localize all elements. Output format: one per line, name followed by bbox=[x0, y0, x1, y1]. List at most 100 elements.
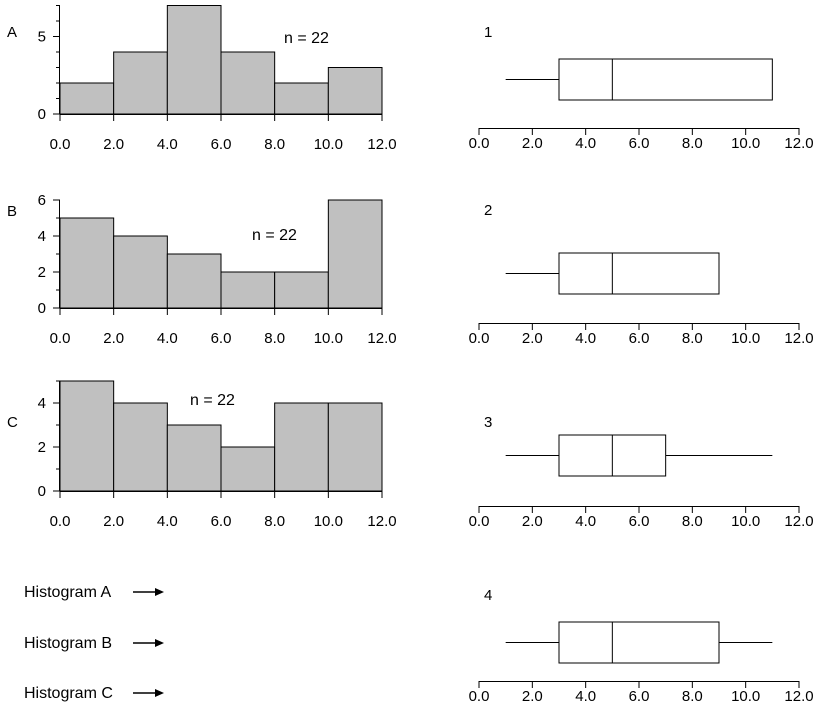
x-tick-label: 4.0 bbox=[157, 513, 178, 530]
x-tick-label: 8.0 bbox=[264, 136, 285, 153]
y-tick-label: 6 bbox=[38, 192, 46, 209]
histogram-bar bbox=[166, 424, 222, 492]
x-tick-label: 10.0 bbox=[731, 330, 760, 347]
match-row: Histogram B bbox=[24, 635, 164, 652]
x-tick-label: 0.0 bbox=[469, 513, 490, 530]
x-tick-label: 10.0 bbox=[314, 513, 343, 530]
x-tick-label: 8.0 bbox=[682, 513, 703, 530]
histogram-bar bbox=[59, 217, 115, 309]
histogram-bar bbox=[274, 271, 329, 309]
x-tick-label: 0.0 bbox=[50, 136, 71, 153]
match-row: Histogram C bbox=[24, 685, 164, 702]
x-tick-label: 8.0 bbox=[682, 135, 703, 152]
panel-label: 1 bbox=[484, 24, 492, 41]
x-tick-label: 8.0 bbox=[264, 513, 285, 530]
y-tick-label: 0 bbox=[38, 106, 46, 123]
x-tick-label: 6.0 bbox=[629, 330, 650, 347]
x-tick-label: 12.0 bbox=[784, 513, 813, 530]
match-row: Histogram A bbox=[24, 584, 164, 601]
x-tick-label: 6.0 bbox=[629, 513, 650, 530]
box bbox=[558, 58, 773, 101]
x-tick-label: 4.0 bbox=[575, 330, 596, 347]
x-tick-label: 6.0 bbox=[629, 688, 650, 705]
x-tick-label: 6.0 bbox=[211, 330, 232, 347]
match-label: Histogram B bbox=[24, 635, 112, 652]
y-tick-label: 4 bbox=[38, 228, 46, 245]
histogram-bar bbox=[113, 235, 168, 309]
histogram-bar bbox=[274, 402, 329, 492]
boxplot-3: 0.0 2.0 4.0 6.0 8.0 10.0 12.0 3 bbox=[469, 414, 814, 530]
y-tick-label: 2 bbox=[38, 439, 46, 456]
x-tick-label: 8.0 bbox=[682, 330, 703, 347]
x-tick-label: 6.0 bbox=[211, 136, 232, 153]
x-tick-label: 8.0 bbox=[264, 330, 285, 347]
panel-label: C bbox=[7, 414, 18, 431]
panel-label: 2 bbox=[484, 202, 492, 219]
panel-label: B bbox=[7, 203, 17, 220]
x-tick-label: 10.0 bbox=[314, 136, 343, 153]
histogram-bar bbox=[59, 82, 115, 115]
x-tick-label: 6.0 bbox=[629, 135, 650, 152]
histogram-b: 0.0 2.0 4.0 6.0 8.0 10.0 12.0 0 2 4 6 Bn = 22 bbox=[7, 192, 397, 347]
histogram-a: 0.0 2.0 4.0 6.0 8.0 10.0 12.0 0 5 A n = 22 bbox=[7, 5, 397, 153]
panel-label: 3 bbox=[484, 414, 492, 431]
y-tick-label: 0 bbox=[38, 483, 46, 500]
sample-size-label: n = 22 bbox=[252, 227, 297, 244]
histogram-bar bbox=[327, 402, 383, 492]
x-tick-label: 8.0 bbox=[682, 688, 703, 705]
x-tick-label: 0.0 bbox=[50, 330, 71, 347]
sample-size-label: n = 22 bbox=[190, 392, 235, 409]
histogram-bar bbox=[327, 199, 383, 309]
x-tick-label: 2.0 bbox=[522, 513, 543, 530]
boxplot-2: 0.0 2.0 4.0 6.0 8.0 10.0 12.0 2 bbox=[469, 202, 814, 347]
x-tick-label: 4.0 bbox=[157, 136, 178, 153]
match-label: Histogram A bbox=[24, 584, 111, 601]
histogram-bar bbox=[220, 271, 276, 309]
y-tick-label: 5 bbox=[38, 29, 46, 46]
x-tick-label: 6.0 bbox=[211, 513, 232, 530]
x-tick-label: 2.0 bbox=[103, 330, 124, 347]
x-tick-label: 12.0 bbox=[367, 330, 396, 347]
x-tick-label: 0.0 bbox=[469, 135, 490, 152]
box bbox=[558, 252, 720, 295]
x-tick-label: 10.0 bbox=[731, 688, 760, 705]
x-tick-label: 2.0 bbox=[103, 513, 124, 530]
x-tick-label: 2.0 bbox=[103, 136, 124, 153]
histogram-bar bbox=[166, 5, 222, 115]
arrow-right-icon bbox=[155, 639, 164, 647]
sample-size-label: n = 22 bbox=[284, 30, 329, 47]
panel-label: A bbox=[7, 24, 17, 41]
y-tick-label: 4 bbox=[38, 395, 46, 412]
panel-label: 4 bbox=[484, 587, 492, 604]
histogram-c: 0.0 2.0 4.0 6.0 8.0 10.0 12.0 0 2 4 Cn = 22 bbox=[7, 380, 397, 530]
x-tick-label: 2.0 bbox=[522, 688, 543, 705]
x-tick-label: 4.0 bbox=[575, 513, 596, 530]
y-tick-label: 0 bbox=[38, 300, 46, 317]
x-tick-label: 4.0 bbox=[575, 688, 596, 705]
histogram-bar bbox=[113, 51, 168, 115]
histogram-bar bbox=[220, 51, 276, 115]
histogram-bar bbox=[220, 446, 276, 492]
x-tick-label: 4.0 bbox=[157, 330, 178, 347]
histogram-bar bbox=[59, 380, 115, 492]
x-tick-label: 10.0 bbox=[314, 330, 343, 347]
x-tick-label: 0.0 bbox=[50, 513, 71, 530]
boxplot-4: 0.0 2.0 4.0 6.0 8.0 10.0 12.0 4 bbox=[469, 587, 814, 705]
x-tick-label: 12.0 bbox=[784, 330, 813, 347]
arrow-right-icon bbox=[155, 689, 164, 697]
x-tick-label: 4.0 bbox=[575, 135, 596, 152]
match-label: Histogram C bbox=[24, 685, 113, 702]
histogram-bar bbox=[274, 82, 329, 115]
boxplot-1: 0.0 2.0 4.0 6.0 8.0 10.0 12.0 1 bbox=[469, 24, 814, 152]
histogram-bar bbox=[327, 67, 383, 115]
x-tick-label: 12.0 bbox=[784, 135, 813, 152]
x-tick-label: 10.0 bbox=[731, 135, 760, 152]
x-tick-label: 0.0 bbox=[469, 330, 490, 347]
arrow-right-icon bbox=[155, 588, 164, 596]
histogram-bar bbox=[113, 402, 168, 492]
histogram-bar bbox=[166, 253, 222, 309]
x-tick-label: 12.0 bbox=[367, 513, 396, 530]
x-tick-label: 2.0 bbox=[522, 330, 543, 347]
x-tick-label: 0.0 bbox=[469, 688, 490, 705]
box bbox=[558, 621, 720, 664]
